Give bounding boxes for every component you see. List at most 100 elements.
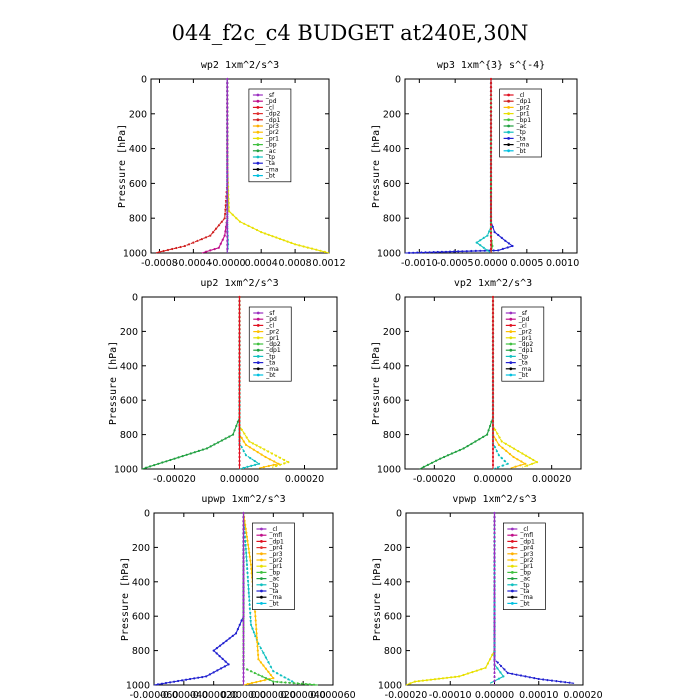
series-marker <box>215 647 218 650</box>
series-marker <box>493 591 496 595</box>
series-marker <box>283 462 286 465</box>
series-marker <box>165 460 168 463</box>
series-marker <box>233 429 236 432</box>
series-marker <box>242 647 245 651</box>
series-marker <box>491 391 495 395</box>
x-tick-label: 0.0005 <box>510 258 543 269</box>
legend-entry: _dp1 <box>268 538 284 545</box>
series-pr1 <box>405 511 496 686</box>
series-marker <box>493 535 496 539</box>
series-marker <box>489 134 493 137</box>
series-marker <box>226 175 229 178</box>
series-marker <box>437 677 441 680</box>
series-marker <box>226 110 229 113</box>
series-line <box>201 79 228 254</box>
series-marker <box>238 295 241 299</box>
y-tick-label: 800 <box>383 214 401 225</box>
series-marker <box>177 679 180 683</box>
series-marker <box>489 138 493 141</box>
series-marker <box>491 379 495 383</box>
series-marker <box>259 661 262 664</box>
series-marker <box>238 347 241 351</box>
series-marker <box>226 134 229 137</box>
series-marker <box>512 455 515 459</box>
series-marker <box>262 466 265 469</box>
legend-marker <box>256 149 260 153</box>
y-tick-label: 200 <box>383 327 401 338</box>
series-marker <box>489 219 493 222</box>
series-marker <box>493 647 496 651</box>
series-marker <box>424 251 427 254</box>
series-marker <box>242 555 245 559</box>
series-marker <box>489 247 493 251</box>
series-marker <box>238 415 241 419</box>
legend-marker <box>256 155 260 159</box>
legend-entry: _tp <box>516 129 526 136</box>
y-tick-label: 200 <box>129 109 147 120</box>
series-marker <box>489 122 493 125</box>
series-marker <box>238 419 241 423</box>
series-marker <box>238 299 241 303</box>
series-marker <box>489 175 493 178</box>
series-marker <box>216 669 219 672</box>
series-marker <box>491 311 495 315</box>
series-marker <box>238 359 241 363</box>
legend-entry: _sf <box>518 310 528 317</box>
series-marker <box>248 551 251 554</box>
y-tick-label: 1000 <box>114 465 138 476</box>
legend-entry: _tp <box>265 154 275 161</box>
series-marker <box>514 465 517 468</box>
series-marker <box>489 179 493 182</box>
legend-entry: _sf <box>265 92 275 99</box>
series-marker <box>474 249 477 252</box>
series-marker <box>238 439 241 443</box>
series-marker <box>226 191 229 194</box>
series-marker <box>242 583 245 587</box>
legend-entry: _cl <box>265 104 274 111</box>
legend-marker <box>256 330 260 333</box>
legend-entry: _tp <box>518 353 528 360</box>
legend-entry: _ac <box>265 148 276 155</box>
legend-entry: _dp1 <box>265 117 281 124</box>
series-marker <box>493 659 496 663</box>
series-marker <box>242 603 245 607</box>
series-marker <box>491 319 495 323</box>
series-cl <box>491 295 495 469</box>
panel-2: wp3 1xm^{3} s^{-4} Pressure [hPa] 0 200 400 6… <box>371 60 579 269</box>
series-marker <box>260 453 263 456</box>
series-marker <box>489 187 493 190</box>
panel-title: up2 1xm^2/s^3 <box>200 278 278 289</box>
series-cl <box>489 77 493 253</box>
series-marker <box>226 102 229 105</box>
x-tick-label: 0.000060 <box>310 690 355 700</box>
series-line <box>405 513 496 686</box>
series-marker <box>242 591 245 595</box>
series-marker <box>240 428 243 431</box>
series-marker <box>520 460 523 463</box>
series-marker <box>491 395 495 399</box>
series-marker <box>466 445 469 448</box>
legend-marker <box>509 355 513 358</box>
series-marker <box>217 246 220 249</box>
series-marker <box>491 653 494 657</box>
legend-marker <box>256 311 260 315</box>
legend-entry: _pd <box>265 98 277 105</box>
legend-entry: _bp1 <box>516 117 532 124</box>
series-marker <box>242 667 245 671</box>
legend-entry: _pr2 <box>518 329 532 336</box>
series-marker <box>454 450 457 453</box>
series-marker <box>489 150 493 153</box>
series-marker <box>238 379 241 383</box>
series-marker <box>242 450 245 453</box>
y-tick-label: 600 <box>132 612 150 623</box>
y-tick-label: 400 <box>120 361 138 372</box>
series-line <box>141 297 241 470</box>
panel-title: vp2 1xm^2/s^3 <box>454 278 532 289</box>
series-marker <box>238 623 241 626</box>
legend-marker <box>256 130 260 134</box>
legend-entry: _pr2 <box>519 557 533 564</box>
series-marker <box>226 81 229 85</box>
legend-entry: _bt <box>518 372 529 379</box>
series-marker <box>226 90 229 93</box>
